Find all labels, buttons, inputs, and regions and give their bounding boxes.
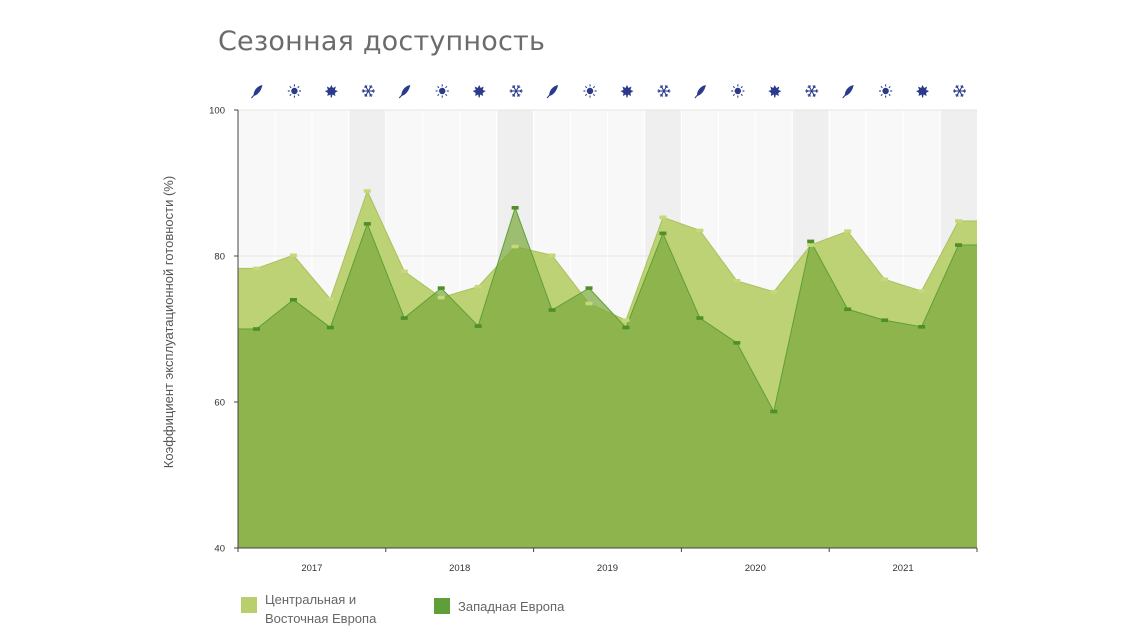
y-tick-label: 40 (214, 544, 225, 555)
sun-icon (583, 84, 597, 98)
leaf-icon (251, 85, 263, 99)
snowflake-icon (953, 85, 967, 97)
sun-icon (435, 84, 449, 98)
y-axis-label: Коэффициент эксплуатационной готовности … (161, 176, 176, 468)
sun-icon (287, 84, 302, 98)
marker-central-eastern-europe (807, 243, 815, 247)
marker-western-europe (400, 316, 408, 320)
leaf-icon (398, 85, 411, 99)
legend-label-central-eastern-europe: Центральная и Восточная Европа (265, 592, 377, 626)
sun-icon (731, 84, 745, 98)
snowflake-icon (361, 85, 375, 97)
marker-western-europe (807, 239, 815, 244)
snowflake-icon (805, 85, 819, 97)
marker-central-eastern-europe (918, 289, 926, 293)
leaf-icon (694, 85, 706, 99)
legend-label-western-europe: Западная Европа (458, 599, 565, 614)
leaf-icon (546, 85, 559, 99)
marker-western-europe (252, 327, 260, 331)
marker-western-europe (696, 316, 704, 320)
marker-central-eastern-europe (252, 266, 260, 271)
marker-central-eastern-europe (881, 277, 889, 282)
marker-central-eastern-europe (955, 219, 963, 223)
legend-swatch-western-europe (434, 598, 450, 614)
area-western-europe (238, 207, 977, 548)
marker-central-eastern-europe (733, 279, 741, 283)
x-tick-label: 2017 (301, 563, 322, 574)
chart-title: Сезонная доступность (218, 26, 546, 57)
marker-central-eastern-europe (622, 318, 630, 323)
maple-leaf-icon (620, 85, 634, 98)
marker-western-europe (955, 243, 963, 247)
marker-western-europe (733, 341, 741, 345)
y-tick-label: 100 (209, 106, 225, 117)
x-tick-label: 2020 (745, 563, 766, 574)
marker-central-eastern-europe (844, 229, 852, 233)
x-tick-label: 2021 (893, 563, 914, 574)
maple-leaf-icon (768, 85, 782, 98)
snowflake-icon (509, 85, 523, 97)
sun-icon (879, 84, 893, 98)
leaf-icon (842, 85, 854, 99)
marker-central-eastern-europe (511, 244, 519, 249)
marker-western-europe (770, 409, 778, 414)
marker-central-eastern-europe (474, 284, 482, 289)
marker-western-europe (326, 325, 334, 330)
marker-western-europe (659, 231, 667, 236)
snowflake-icon (657, 85, 671, 97)
marker-western-europe (437, 286, 445, 290)
marker-western-europe (585, 286, 593, 290)
marker-western-europe (474, 324, 482, 328)
marker-central-eastern-europe (363, 189, 371, 193)
axes: 40 60 80 100 2017 2018 2019 2020 2021 (209, 106, 978, 574)
season-icons (251, 84, 967, 99)
marker-central-eastern-europe (400, 269, 408, 274)
maple-leaf-icon (324, 85, 338, 98)
marker-western-europe (881, 318, 889, 323)
marker-western-europe (622, 325, 630, 330)
y-tick-label: 80 (214, 252, 225, 263)
marker-central-eastern-europe (548, 253, 556, 258)
marker-western-europe (548, 308, 556, 312)
marker-central-eastern-europe (289, 253, 297, 258)
marker-western-europe (511, 206, 519, 210)
y-tick-label: 60 (214, 398, 225, 409)
marker-western-europe (289, 298, 297, 302)
marker-central-eastern-europe (696, 228, 704, 233)
marker-central-eastern-europe (659, 215, 667, 220)
marker-western-europe (844, 307, 852, 312)
maple-leaf-icon (916, 85, 930, 98)
marker-central-eastern-europe (770, 289, 778, 294)
x-tick-label: 2019 (597, 563, 618, 574)
marker-central-eastern-europe (326, 297, 334, 301)
series-areas (238, 189, 977, 548)
maple-leaf-icon (472, 85, 486, 98)
line-western-europe (238, 206, 977, 413)
marker-central-eastern-europe (437, 295, 445, 300)
legend-swatch-central-eastern-europe (241, 597, 257, 613)
marker-western-europe (363, 222, 371, 226)
series-markers (252, 189, 963, 414)
x-tick-label: 2018 (449, 563, 470, 574)
marker-western-europe (918, 325, 926, 329)
marker-central-eastern-europe (585, 301, 593, 306)
